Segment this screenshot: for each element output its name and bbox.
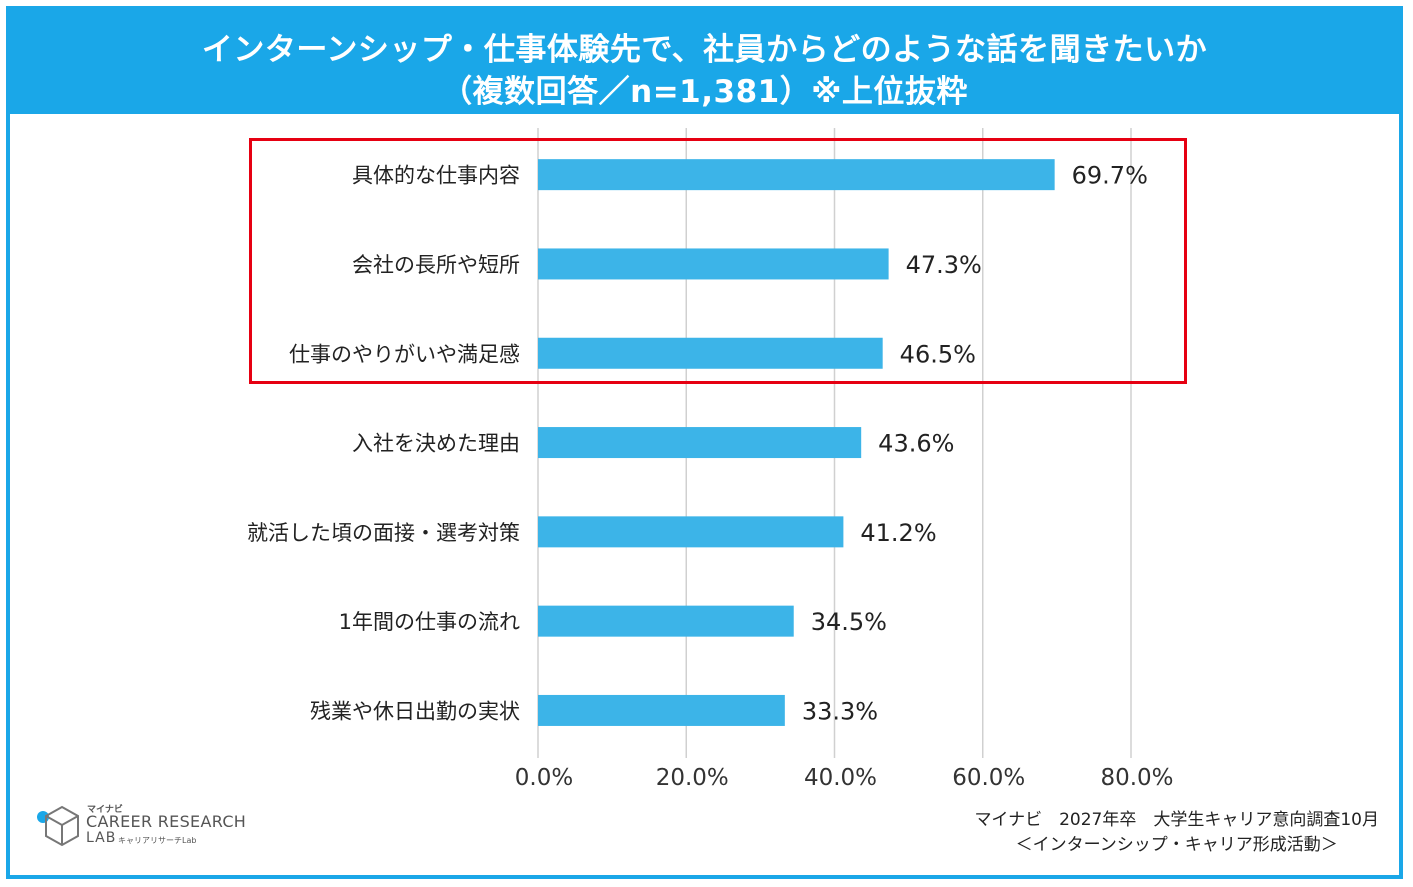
bar xyxy=(538,159,1055,191)
highlight-box xyxy=(249,138,1187,384)
chart-subtitle: （複数回答／n=1,381）※上位抜粋 xyxy=(441,74,968,110)
bar xyxy=(538,516,844,548)
value-label: 33.3% xyxy=(802,697,878,725)
category-label: 1年間の仕事の流れ xyxy=(339,610,520,634)
x-tick-label: 40.0% xyxy=(804,765,877,791)
bar xyxy=(538,337,883,369)
chart-title: インターンシップ・仕事体験先で、社員からどのような話を聞きたいか xyxy=(201,32,1208,68)
value-label: 43.6% xyxy=(878,430,954,458)
value-label: 47.3% xyxy=(906,251,982,279)
value-label: 69.7% xyxy=(1072,162,1148,190)
logo-kana-top: マイナビ xyxy=(87,805,123,815)
category-label: 会社の長所や短所 xyxy=(352,253,520,277)
value-label: 46.5% xyxy=(900,340,976,368)
logo-text-line2: LAB xyxy=(86,830,117,846)
x-tick-label: 0.0% xyxy=(515,765,573,791)
bar xyxy=(538,605,794,637)
bar xyxy=(538,694,785,726)
logo-text-line1: CAREER RESEARCH xyxy=(86,812,247,831)
chart-frame: インターンシップ・仕事体験先で、社員からどのような話を聞きたいか （複数回答／n… xyxy=(6,6,1403,879)
chart-title-banner: インターンシップ・仕事体験先で、社員からどのような話を聞きたいか （複数回答／n… xyxy=(10,10,1399,114)
logo-kana-bottom: キャリアリサーチLab xyxy=(118,836,197,845)
category-label: 入社を決めた理由 xyxy=(352,432,520,456)
x-tick-label: 80.0% xyxy=(1100,765,1173,791)
x-tick-label: 20.0% xyxy=(656,765,729,791)
source-line1: マイナビ 2027年卒 大学生キャリア意向調査10月 xyxy=(974,810,1379,830)
career-research-lab-logo: マイナビ CAREER RESEARCH LAB キャリアリサーチLab xyxy=(34,800,247,850)
x-tick-label: 60.0% xyxy=(952,765,1025,791)
bar xyxy=(538,248,889,280)
category-label: 就活した頃の面接・選考対策 xyxy=(247,521,520,545)
category-label: 仕事のやりがいや満足感 xyxy=(289,342,520,366)
source-line2: ＜インターンシップ・キャリア形成活動＞ xyxy=(1015,835,1338,855)
cube-logo-icon xyxy=(37,805,79,847)
value-label: 34.5% xyxy=(811,608,887,636)
category-label: 残業や休日出勤の実状 xyxy=(310,699,520,723)
category-label: 具体的な仕事内容 xyxy=(352,164,520,188)
source-note: マイナビ 2027年卒 大学生キャリア意向調査10月 ＜インターンシップ・キャリ… xyxy=(974,808,1379,858)
bar xyxy=(538,427,862,459)
value-label: 41.2% xyxy=(860,519,936,547)
